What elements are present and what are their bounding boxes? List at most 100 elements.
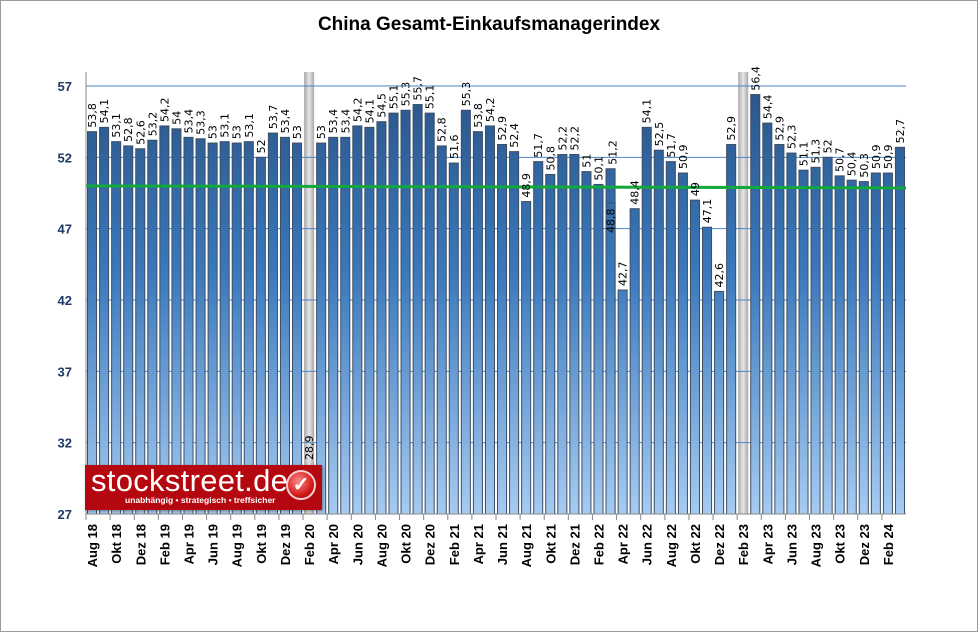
bar xyxy=(123,145,134,515)
x-tick-label: Okt 20 xyxy=(399,524,414,564)
x-tick-label: Dez 20 xyxy=(423,524,438,565)
bar xyxy=(243,141,254,515)
data-label: 47,1 xyxy=(701,199,714,224)
data-label: 53,7 xyxy=(267,105,280,130)
bar xyxy=(497,143,508,515)
data-label-overlap: 51,2 xyxy=(607,140,620,165)
y-tick-label: 52 xyxy=(58,150,72,165)
data-label: 51 xyxy=(580,154,593,168)
bar xyxy=(147,139,158,515)
data-label: 48,8 xyxy=(605,208,618,233)
x-tick-label: Dez 23 xyxy=(857,524,872,565)
stockstreet-logo: stockstreet.de unabhängig • strategisch … xyxy=(85,463,322,510)
data-label: 54,5 xyxy=(375,93,388,118)
data-label: 49 xyxy=(689,182,702,196)
data-label: 52,2 xyxy=(568,126,581,151)
highlight-column xyxy=(304,72,315,514)
y-tick-label: 27 xyxy=(58,507,72,522)
data-label: 55,3 xyxy=(400,82,413,107)
bar xyxy=(412,104,423,515)
data-label: 55,1 xyxy=(388,85,401,110)
data-label: 51,7 xyxy=(665,133,678,158)
data-label: 53,4 xyxy=(327,109,340,134)
data-label: 53 xyxy=(315,125,328,139)
bar xyxy=(376,121,387,515)
bar xyxy=(617,289,628,515)
data-label: 53,8 xyxy=(86,103,99,128)
x-tick-label: Okt 19 xyxy=(254,524,269,564)
x-tick-label: Jun 22 xyxy=(640,524,655,565)
x-tick-label: Jun 23 xyxy=(784,524,799,565)
data-label: 52,9 xyxy=(496,116,509,141)
data-label: 53,1 xyxy=(110,113,123,138)
data-label: 52,9 xyxy=(725,116,738,141)
data-label: 55,1 xyxy=(424,85,437,110)
data-label: 54,2 xyxy=(158,97,171,122)
bar xyxy=(870,172,881,515)
data-label: 53,4 xyxy=(339,109,352,134)
bar xyxy=(774,143,785,515)
data-label: 53,1 xyxy=(243,113,256,138)
x-tick-label: Aug 23 xyxy=(809,524,824,567)
bar xyxy=(448,162,459,515)
x-tick-label: Feb 24 xyxy=(881,523,896,565)
data-label: 54,4 xyxy=(761,95,774,120)
data-label: 52,5 xyxy=(653,122,666,147)
bar xyxy=(665,161,676,515)
bar xyxy=(894,146,905,515)
x-tick-label: Okt 21 xyxy=(543,524,558,564)
bar xyxy=(581,171,592,515)
bar xyxy=(653,149,664,515)
logo-text: stockstreet.de xyxy=(91,463,289,498)
bar xyxy=(255,156,266,515)
bar xyxy=(436,145,447,515)
x-tick-label: Feb 20 xyxy=(302,524,317,565)
data-label: 54,1 xyxy=(641,99,654,124)
data-label: 52 xyxy=(822,139,835,153)
bar xyxy=(798,169,809,515)
data-label: 54 xyxy=(170,111,183,125)
x-tick-label: Aug 19 xyxy=(230,524,245,567)
data-label: 51,6 xyxy=(448,135,461,160)
bar xyxy=(834,175,845,515)
data-label: 53,4 xyxy=(183,109,196,134)
x-tick-label: Jun 20 xyxy=(350,524,365,565)
x-tick-label: Apr 23 xyxy=(760,524,775,564)
bar xyxy=(87,131,98,515)
bar xyxy=(195,138,206,515)
bar xyxy=(521,201,532,515)
x-tick-label: Aug 22 xyxy=(664,524,679,567)
bar xyxy=(677,172,688,515)
bar xyxy=(460,109,471,515)
y-tick-label: 57 xyxy=(58,79,72,94)
x-tick-label: Dez 22 xyxy=(712,524,727,565)
data-label: 48,9 xyxy=(520,173,533,198)
bar xyxy=(279,136,290,515)
x-tick-label: Dez 21 xyxy=(567,524,582,565)
data-label: 54,1 xyxy=(98,99,111,123)
x-tick-label: Okt 23 xyxy=(833,524,848,564)
data-label: 53,4 xyxy=(279,109,292,134)
data-label: 28,9 xyxy=(303,436,316,461)
bar xyxy=(231,142,242,515)
bar xyxy=(424,112,435,515)
data-label: 52,7 xyxy=(894,119,907,144)
x-tick-label: Feb 19 xyxy=(157,524,172,565)
bar xyxy=(484,125,495,515)
chart-title: China Gesamt-Einkaufsmanagerindex xyxy=(317,14,661,35)
bar xyxy=(629,208,640,515)
bar xyxy=(822,156,833,515)
bar xyxy=(810,166,821,515)
bar xyxy=(533,161,544,515)
bar xyxy=(557,153,568,515)
bar xyxy=(328,136,339,515)
bar xyxy=(159,125,170,515)
data-label: 50,9 xyxy=(882,145,895,170)
data-label: 51,7 xyxy=(532,133,545,158)
x-tick-label: Apr 22 xyxy=(616,524,631,564)
data-label: 50,1 xyxy=(593,156,606,181)
x-tick-label: Dez 18 xyxy=(133,524,148,565)
data-label: 53 xyxy=(207,125,220,139)
bar xyxy=(207,142,218,515)
data-label: 52 xyxy=(255,139,268,153)
